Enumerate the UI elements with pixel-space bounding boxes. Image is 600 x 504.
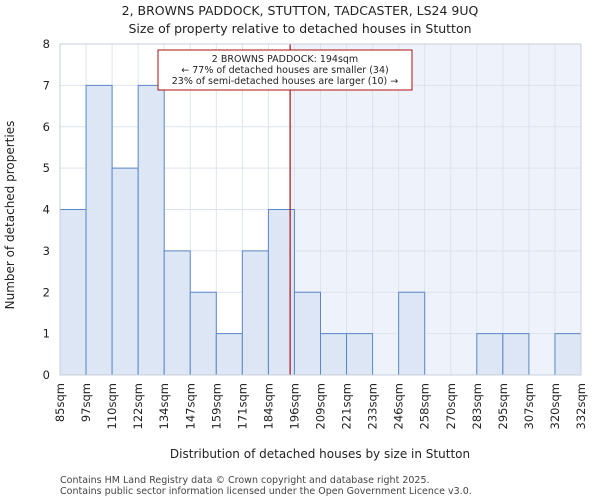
y-tick-label: 7 [43, 78, 50, 92]
x-tick-label: 283sqm [470, 383, 484, 429]
x-tick-label: 159sqm [209, 383, 223, 429]
x-tick-label: 258sqm [418, 383, 432, 429]
x-axis-ticks: 85sqm 97sqm 110sqm 122sqm 134sqm 147sqm 159sqm… [53, 383, 588, 429]
annotation-line-2: ← 77% of detached houses are smaller (34… [181, 65, 388, 76]
footer-line-2: Contains public sector information licen… [60, 486, 472, 497]
bar-283sqm [476, 333, 504, 376]
chart-title: 2, BROWNS PADDOCK, STUTTON, TADCASTER, L… [122, 3, 479, 18]
x-tick-label: 209sqm [314, 383, 328, 429]
x-axis-label: Distribution of detached houses by size … [170, 447, 470, 461]
bar-320sqm [554, 333, 582, 376]
bar-110sqm [111, 167, 139, 376]
bar-85sqm [59, 209, 87, 376]
x-tick-label: 147sqm [183, 383, 197, 429]
x-tick-label: 110sqm [105, 383, 119, 429]
y-axis-label: Number of detached properties [3, 121, 17, 310]
x-tick-label: 97sqm [79, 383, 93, 422]
chart-subtitle: Size of property relative to detached ho… [128, 21, 471, 36]
bar-97sqm [85, 84, 113, 376]
y-tick-label: 4 [43, 203, 50, 217]
y-tick-label: 6 [43, 120, 50, 134]
y-tick-label: 8 [43, 37, 50, 51]
x-tick-label: 307sqm [522, 383, 536, 429]
x-tick-label: 332sqm [574, 383, 588, 429]
bar-196sqm [293, 291, 322, 376]
x-tick-label: 270sqm [444, 383, 458, 429]
bar-209sqm [320, 333, 348, 376]
x-tick-label: 85sqm [53, 383, 67, 422]
footer-line-1: Contains HM Land Registry data © Crown c… [60, 475, 430, 486]
bar-134sqm [163, 250, 191, 376]
bar-159sqm [215, 333, 243, 376]
x-tick-label: 233sqm [366, 383, 380, 429]
bars [59, 84, 582, 376]
x-tick-label: 184sqm [261, 383, 275, 429]
y-tick-label: 3 [43, 244, 50, 258]
x-tick-label: 134sqm [157, 383, 171, 429]
y-axis-ticks: 0 1 2 3 4 5 6 7 8 [43, 37, 50, 382]
bar-171sqm [241, 250, 269, 376]
x-tick-label: 196sqm [287, 383, 301, 429]
y-tick-label: 1 [43, 327, 50, 341]
x-tick-label: 171sqm [235, 383, 249, 429]
y-tick-label: 2 [43, 285, 50, 299]
y-tick-label: 0 [43, 368, 50, 382]
bar-295sqm [502, 333, 530, 376]
bar-221sqm [346, 333, 374, 376]
plot-area [59, 43, 582, 376]
annotation-box: 2 BROWNS PADDOCK: 194sqm ← 77% of detach… [157, 49, 413, 91]
x-tick-label: 295sqm [496, 383, 510, 429]
x-tick-label: 122sqm [131, 383, 145, 429]
x-tick-label: 320sqm [548, 383, 562, 429]
annotation-line-1: 2 BROWNS PADDOCK: 194sqm [212, 54, 358, 65]
annotation-line-3: 23% of semi-detached houses are larger (… [172, 76, 399, 87]
x-tick-label: 221sqm [340, 383, 354, 429]
y-tick-label: 5 [43, 161, 50, 175]
x-tick-label: 246sqm [392, 383, 406, 429]
bar-122sqm [137, 84, 165, 376]
plot-frame [59, 43, 582, 376]
bar-147sqm [189, 291, 217, 376]
bar-246sqm [398, 291, 426, 376]
